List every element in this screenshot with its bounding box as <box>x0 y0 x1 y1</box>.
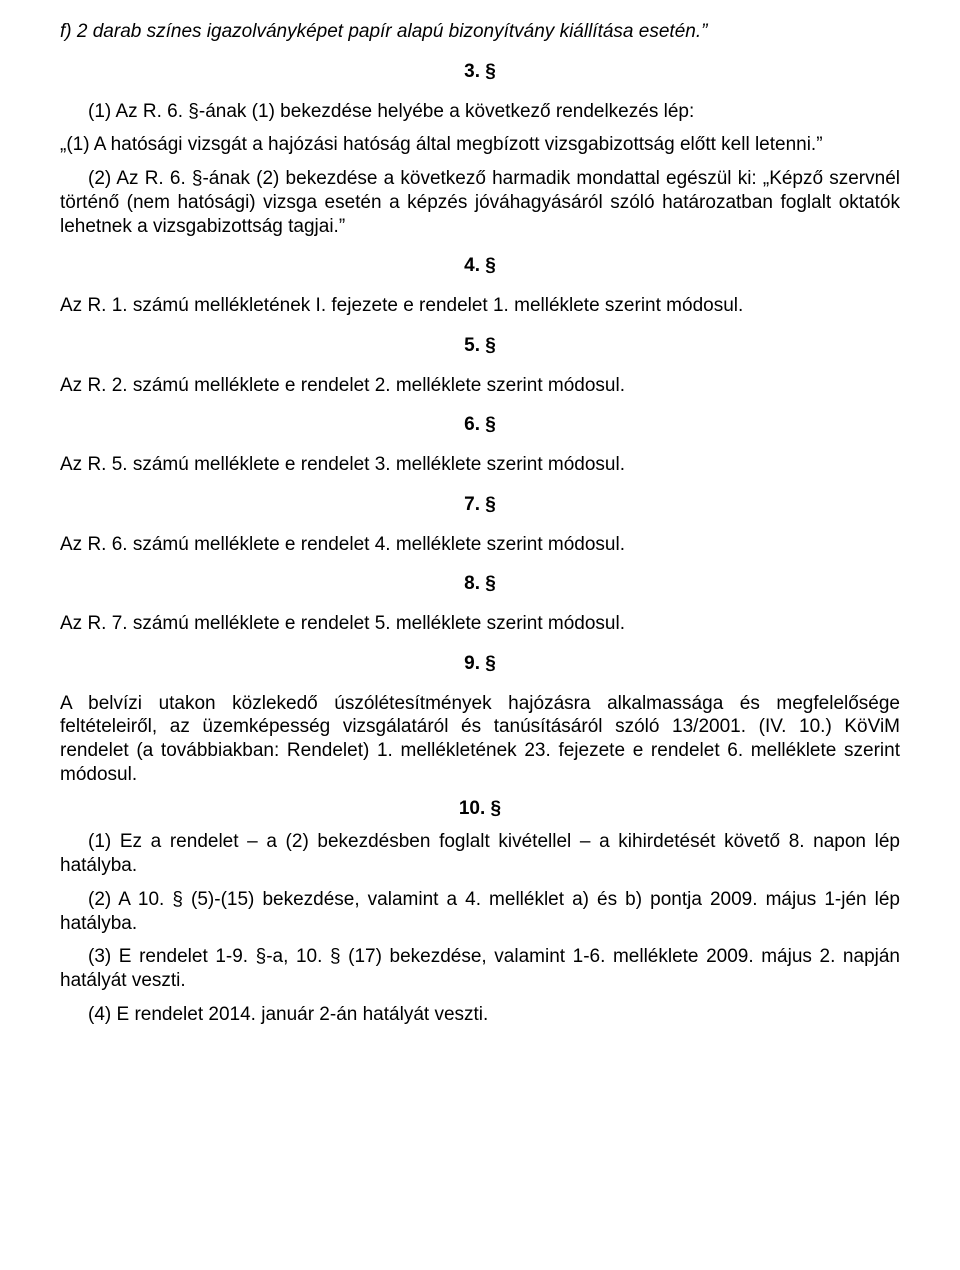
section-8-para-1: Az R. 7. számú melléklete e rendelet 5. … <box>60 612 900 636</box>
section-10-para-1: (1) Ez a rendelet – a (2) bekezdésben fo… <box>60 830 900 878</box>
section-5-para-1: Az R. 2. számú melléklete e rendelet 2. … <box>60 374 900 398</box>
section-10-para-3: (3) E rendelet 1-9. §-a, 10. § (17) beke… <box>60 945 900 993</box>
section-10-para-4: (4) E rendelet 2014. január 2-án hatályá… <box>60 1003 900 1027</box>
section-8-number: 8. § <box>60 572 900 596</box>
section-9-number: 9. § <box>60 652 900 676</box>
section-6-para-1: Az R. 5. számú melléklete e rendelet 3. … <box>60 453 900 477</box>
section-9-para-1: A belvízi utakon közlekedő úszólétesítmé… <box>60 692 900 787</box>
section-4-para-1: Az R. 1. számú mellékletének I. fejezete… <box>60 294 900 318</box>
section-6-number: 6. § <box>60 413 900 437</box>
section-5-number: 5. § <box>60 334 900 358</box>
section-3-para-1: (1) Az R. 6. §-ának (1) bekezdése helyéb… <box>60 100 900 124</box>
section-7-number: 7. § <box>60 493 900 517</box>
section-7-para-1: Az R. 6. számú melléklete e rendelet 4. … <box>60 533 900 557</box>
section-10-para-2: (2) A 10. § (5)-(15) bekezdése, valamint… <box>60 888 900 936</box>
section-3-number: 3. § <box>60 60 900 84</box>
section-4-number: 4. § <box>60 254 900 278</box>
section-3-para-2: „(1) A hatósági vizsgát a hajózási hatós… <box>60 133 900 157</box>
intro-f-paragraph: f) 2 darab színes igazolványképet papír … <box>60 20 900 44</box>
section-10-number: 10. § <box>60 797 900 821</box>
section-3-para-3: (2) Az R. 6. §-ának (2) bekezdése a köve… <box>60 167 900 238</box>
